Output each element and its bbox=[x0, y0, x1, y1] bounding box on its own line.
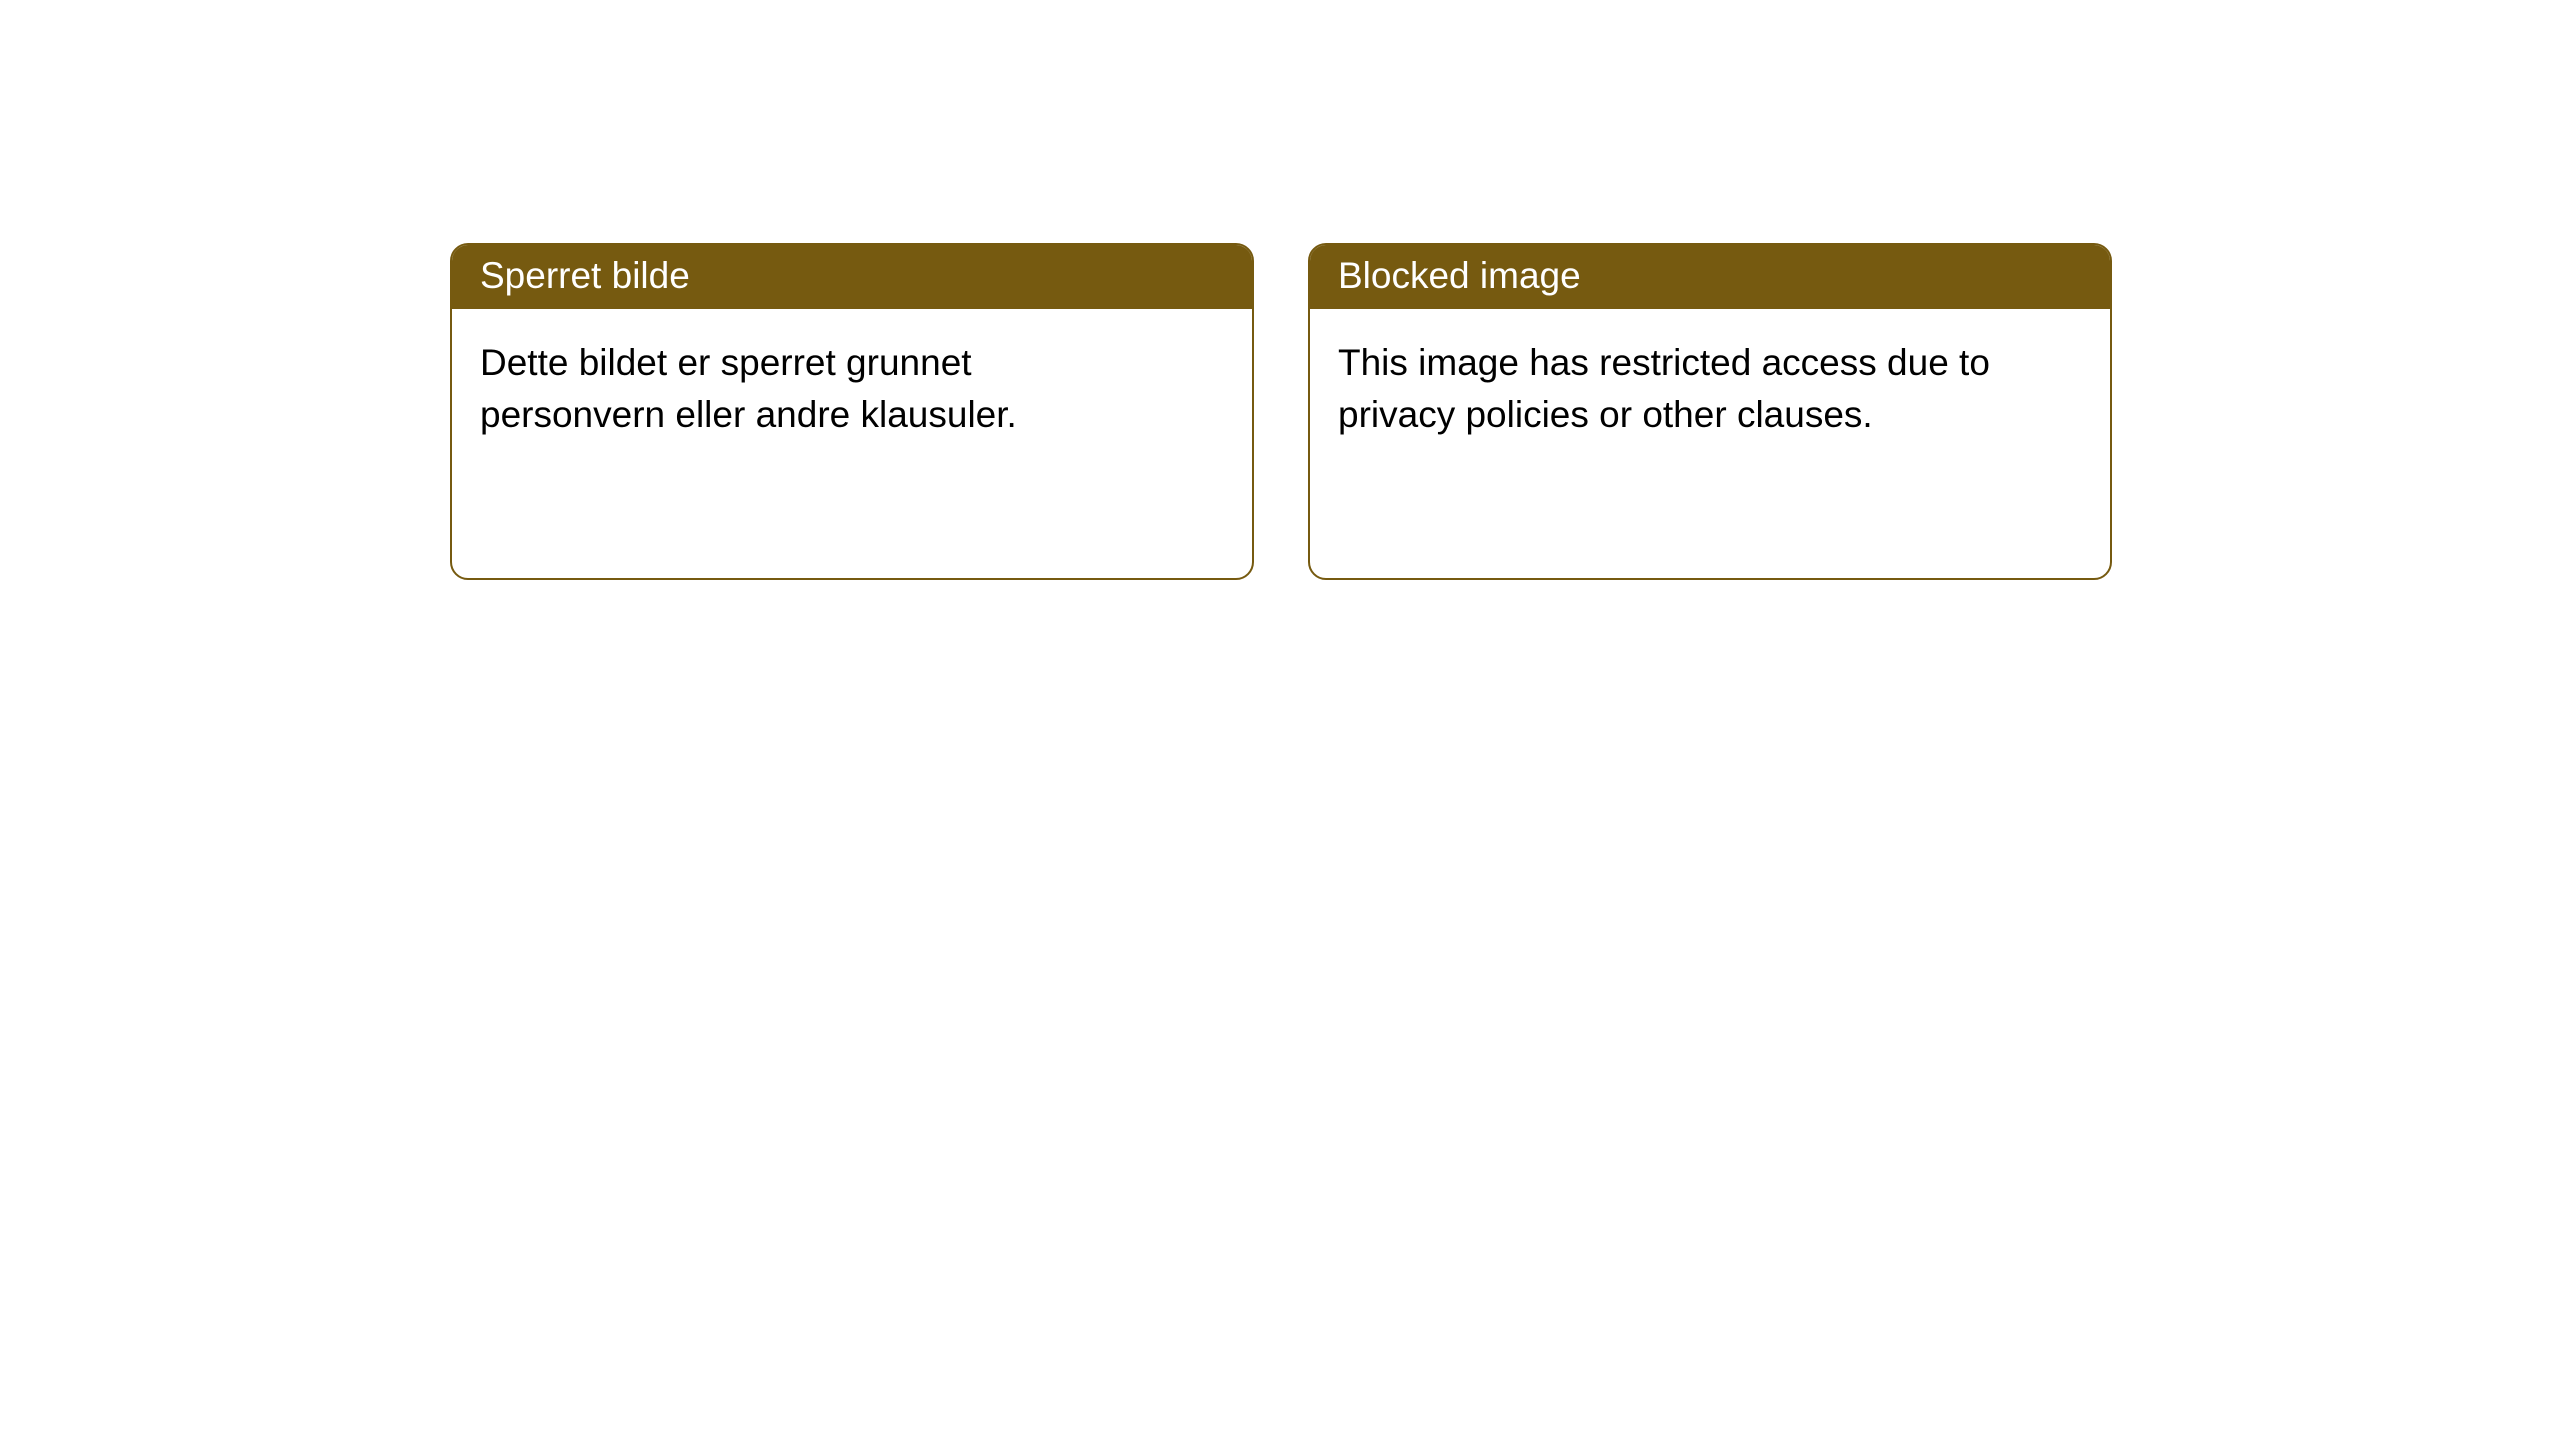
notice-title: Blocked image bbox=[1310, 245, 2110, 309]
notice-title: Sperret bilde bbox=[452, 245, 1252, 309]
notice-container: Sperret bilde Dette bildet er sperret gr… bbox=[0, 0, 2560, 580]
notice-card-english: Blocked image This image has restricted … bbox=[1308, 243, 2112, 580]
notice-body: Dette bildet er sperret grunnet personve… bbox=[452, 309, 1172, 469]
notice-body: This image has restricted access due to … bbox=[1310, 309, 2030, 469]
notice-card-norwegian: Sperret bilde Dette bildet er sperret gr… bbox=[450, 243, 1254, 580]
